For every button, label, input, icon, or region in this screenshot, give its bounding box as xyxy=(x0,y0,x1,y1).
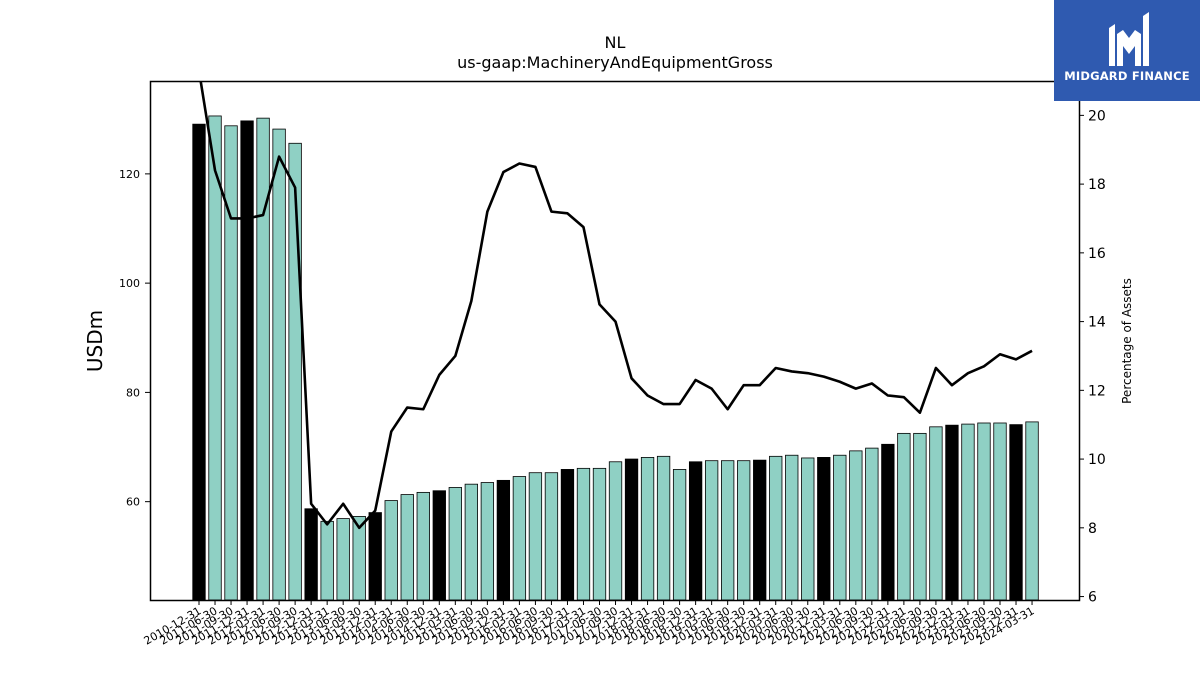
bar xyxy=(400,494,414,601)
bar xyxy=(865,447,879,601)
bar xyxy=(721,460,735,601)
bars-layer xyxy=(192,115,1039,601)
bar xyxy=(769,455,783,601)
bar xyxy=(448,487,462,601)
y-right-tick-label: 8 xyxy=(1088,521,1097,537)
bar xyxy=(528,472,543,601)
bar xyxy=(480,482,495,601)
bar xyxy=(993,422,1007,601)
bar xyxy=(1009,424,1023,601)
bar xyxy=(977,422,991,601)
y-right-tick-label: 10 xyxy=(1088,452,1106,468)
bar xyxy=(897,432,911,601)
bar xyxy=(961,423,975,601)
bar xyxy=(704,460,719,601)
y-right-tick-label: 6 xyxy=(1088,590,1097,606)
bar xyxy=(801,457,815,601)
bar xyxy=(336,518,350,601)
bar xyxy=(833,454,847,601)
bar xyxy=(240,120,254,601)
bar xyxy=(737,460,751,601)
bar xyxy=(608,461,623,601)
y-axis-label: USDm xyxy=(83,310,107,372)
bar xyxy=(368,512,382,601)
bar xyxy=(656,455,671,601)
bar xyxy=(464,483,478,601)
percentage-line xyxy=(199,81,1033,530)
bar xyxy=(945,424,959,601)
bar xyxy=(1025,421,1039,601)
bar xyxy=(624,458,639,601)
y-right-tick-label: 12 xyxy=(1088,383,1106,399)
brand-logo: MIDGARD FINANCE xyxy=(1054,0,1200,101)
bar xyxy=(560,469,575,601)
line-layer xyxy=(199,81,1033,530)
bar xyxy=(496,479,511,601)
bar xyxy=(224,125,238,601)
bar xyxy=(208,115,222,601)
bar xyxy=(785,454,799,601)
bar xyxy=(304,508,318,601)
bar xyxy=(753,459,767,601)
midgard-logo-icon xyxy=(1109,12,1149,66)
y-right-tick-label: 14 xyxy=(1088,315,1106,331)
y-tick-label: 120 xyxy=(119,168,140,181)
bar xyxy=(688,461,703,601)
bar xyxy=(817,457,831,601)
bar xyxy=(272,128,286,601)
y-right-tick-label: 18 xyxy=(1088,177,1106,193)
bar xyxy=(592,467,607,601)
bar xyxy=(432,490,446,601)
x-axis: 2010-12-312011-06-302011-09-302011-12-31… xyxy=(142,600,1037,648)
y-tick-label: 100 xyxy=(119,277,140,290)
bar xyxy=(849,450,863,601)
y-axis-right-label: Percentage of Assets xyxy=(1120,278,1134,404)
y-tick-label: 60 xyxy=(126,496,140,509)
bar xyxy=(384,500,398,601)
bar xyxy=(512,476,527,601)
bar xyxy=(913,432,927,601)
bar xyxy=(256,117,270,601)
y-tick-label: 80 xyxy=(126,386,140,399)
bar xyxy=(320,520,334,601)
bar xyxy=(672,469,687,601)
chart-title: NL xyxy=(605,33,626,52)
bar xyxy=(544,472,559,601)
bar xyxy=(192,123,206,601)
left-axis: 60 80 100 120 xyxy=(119,168,150,509)
y-right-tick-label: 20 xyxy=(1088,108,1106,124)
chart-subtitle: us-gaap:MachineryAndEquipmentGross xyxy=(457,53,773,72)
y-right-tick-label: 16 xyxy=(1088,246,1106,262)
right-axis: 6 8 10 12 14 16 18 20 xyxy=(1079,108,1106,606)
bar xyxy=(416,491,430,601)
bar xyxy=(576,467,591,601)
bar xyxy=(929,426,943,601)
plot-frame xyxy=(149,80,1081,602)
bar xyxy=(881,443,895,601)
bar xyxy=(640,457,655,601)
logo-text: MIDGARD FINANCE xyxy=(1064,69,1190,83)
